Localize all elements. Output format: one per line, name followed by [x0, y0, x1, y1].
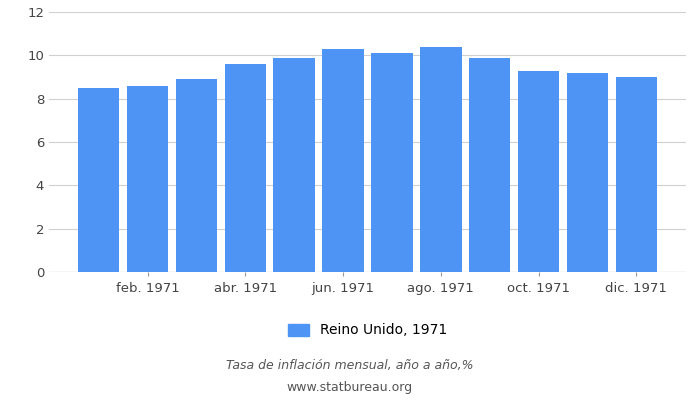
Bar: [469, 58, 510, 272]
Bar: [566, 73, 608, 272]
Bar: [615, 77, 657, 272]
Text: Tasa de inflación mensual, año a año,%: Tasa de inflación mensual, año a año,%: [226, 360, 474, 372]
Bar: [420, 47, 461, 272]
Bar: [78, 88, 120, 272]
Bar: [274, 58, 315, 272]
Bar: [127, 86, 169, 272]
Bar: [371, 53, 413, 272]
Bar: [322, 49, 364, 272]
Bar: [518, 70, 559, 272]
Legend: Reino Unido, 1971: Reino Unido, 1971: [282, 318, 453, 343]
Bar: [176, 79, 217, 272]
Bar: [225, 64, 266, 272]
Text: www.statbureau.org: www.statbureau.org: [287, 382, 413, 394]
